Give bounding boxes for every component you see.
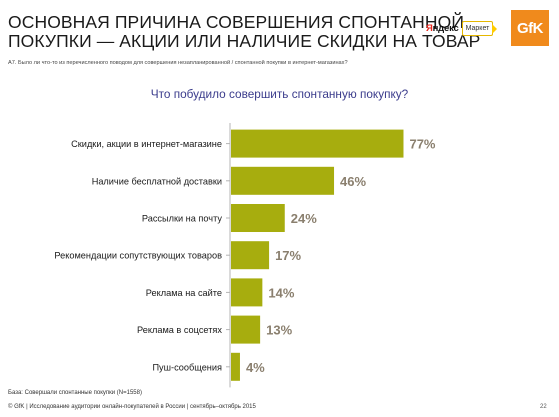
category-label: Рассылки на почту bbox=[142, 214, 223, 224]
value-label: 77% bbox=[409, 137, 435, 152]
market-logo-text: Маркет bbox=[461, 21, 498, 36]
chart-title: Что побудило совершить спонтанную покупк… bbox=[150, 87, 409, 101]
bar bbox=[231, 166, 335, 195]
value-label: 17% bbox=[275, 248, 301, 263]
page-title: ОСНОВНАЯ ПРИЧИНА СОВЕРШЕНИЯ СПОНТАННОЙ П… bbox=[8, 12, 481, 51]
bar bbox=[231, 241, 270, 270]
yandex-logo-text: Яндекс bbox=[426, 23, 459, 34]
page-number: 22 bbox=[540, 404, 547, 410]
question-reference: A7. Было ли что-то из перечисленного пов… bbox=[8, 60, 348, 66]
category-label: Реклама на сайте bbox=[146, 288, 222, 298]
yandex-market-logo: Яндекс Маркет bbox=[426, 20, 504, 37]
base-footnote: База: Совершали спонтанные покупки (N=15… bbox=[8, 390, 142, 396]
gfk-logo: GfK bbox=[511, 10, 549, 46]
value-label: 14% bbox=[268, 285, 294, 300]
page-title-line-2: ПОКУПКИ — АКЦИИ ИЛИ НАЛИЧИЕ СКИДКИ НА ТО… bbox=[8, 31, 481, 51]
yandex-logo-initial: Я bbox=[426, 23, 433, 34]
category-label: Пуш-сообщения bbox=[152, 362, 222, 372]
value-label: 13% bbox=[266, 323, 292, 338]
value-label: 24% bbox=[291, 211, 317, 226]
category-label: Рекомендации сопутствующих товаров bbox=[54, 251, 222, 261]
page-title-line-1: ОСНОВНАЯ ПРИЧИНА СОВЕРШЕНИЯ СПОНТАННОЙ bbox=[8, 12, 465, 32]
yandex-logo-rest: ндекс bbox=[432, 23, 459, 34]
bar bbox=[231, 352, 240, 381]
category-label: Реклама в соцсетях bbox=[137, 325, 222, 335]
category-label: Скидки, акции в интернет-магазине bbox=[71, 139, 222, 149]
bar-chart: Скидки, акции в интернет-магазине 77% Нали… bbox=[54, 123, 436, 388]
bar bbox=[231, 278, 263, 307]
value-label: 46% bbox=[340, 174, 366, 189]
copyright-text: © GfK | Исследование аудитории онлайн-по… bbox=[8, 404, 256, 410]
bar bbox=[231, 315, 261, 344]
bar bbox=[231, 204, 285, 232]
value-label: 4% bbox=[246, 360, 265, 375]
bar bbox=[231, 129, 404, 158]
category-label: Наличие бесплатной доставки bbox=[92, 176, 222, 186]
